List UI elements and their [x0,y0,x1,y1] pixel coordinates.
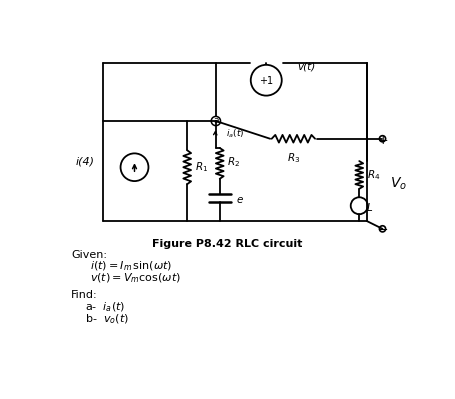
Text: i(4): i(4) [75,157,94,167]
Text: $v(t) = V_m\cos(\omega t)$: $v(t) = V_m\cos(\omega t)$ [90,271,181,285]
Text: Figure P8.42 RLC circuit: Figure P8.42 RLC circuit [152,239,302,249]
Text: b-  $v_o(t)$: b- $v_o(t)$ [85,312,129,326]
Text: e: e [236,195,243,205]
Text: a-  $i_a(t)$: a- $i_a(t)$ [85,300,125,314]
Text: +1: +1 [258,76,273,86]
Text: Given:: Given: [71,250,107,260]
Text: $R_2$: $R_2$ [227,155,240,169]
Text: $i(t) = I_m\,\sin(\omega t)$: $i(t) = I_m\,\sin(\omega t)$ [90,260,172,273]
Text: L: L [366,203,372,213]
Text: +: + [377,134,388,147]
Text: −: − [377,224,388,237]
Text: $R_3$: $R_3$ [286,151,299,165]
Text: Find:: Find: [71,290,97,300]
Text: $R_1$: $R_1$ [195,160,207,174]
Text: $i_a(t)$: $i_a(t)$ [226,127,244,140]
Text: $R_4$: $R_4$ [366,168,379,182]
Text: v(t): v(t) [297,62,315,72]
Text: $V_o$: $V_o$ [389,176,406,192]
Text: a: a [212,116,218,125]
